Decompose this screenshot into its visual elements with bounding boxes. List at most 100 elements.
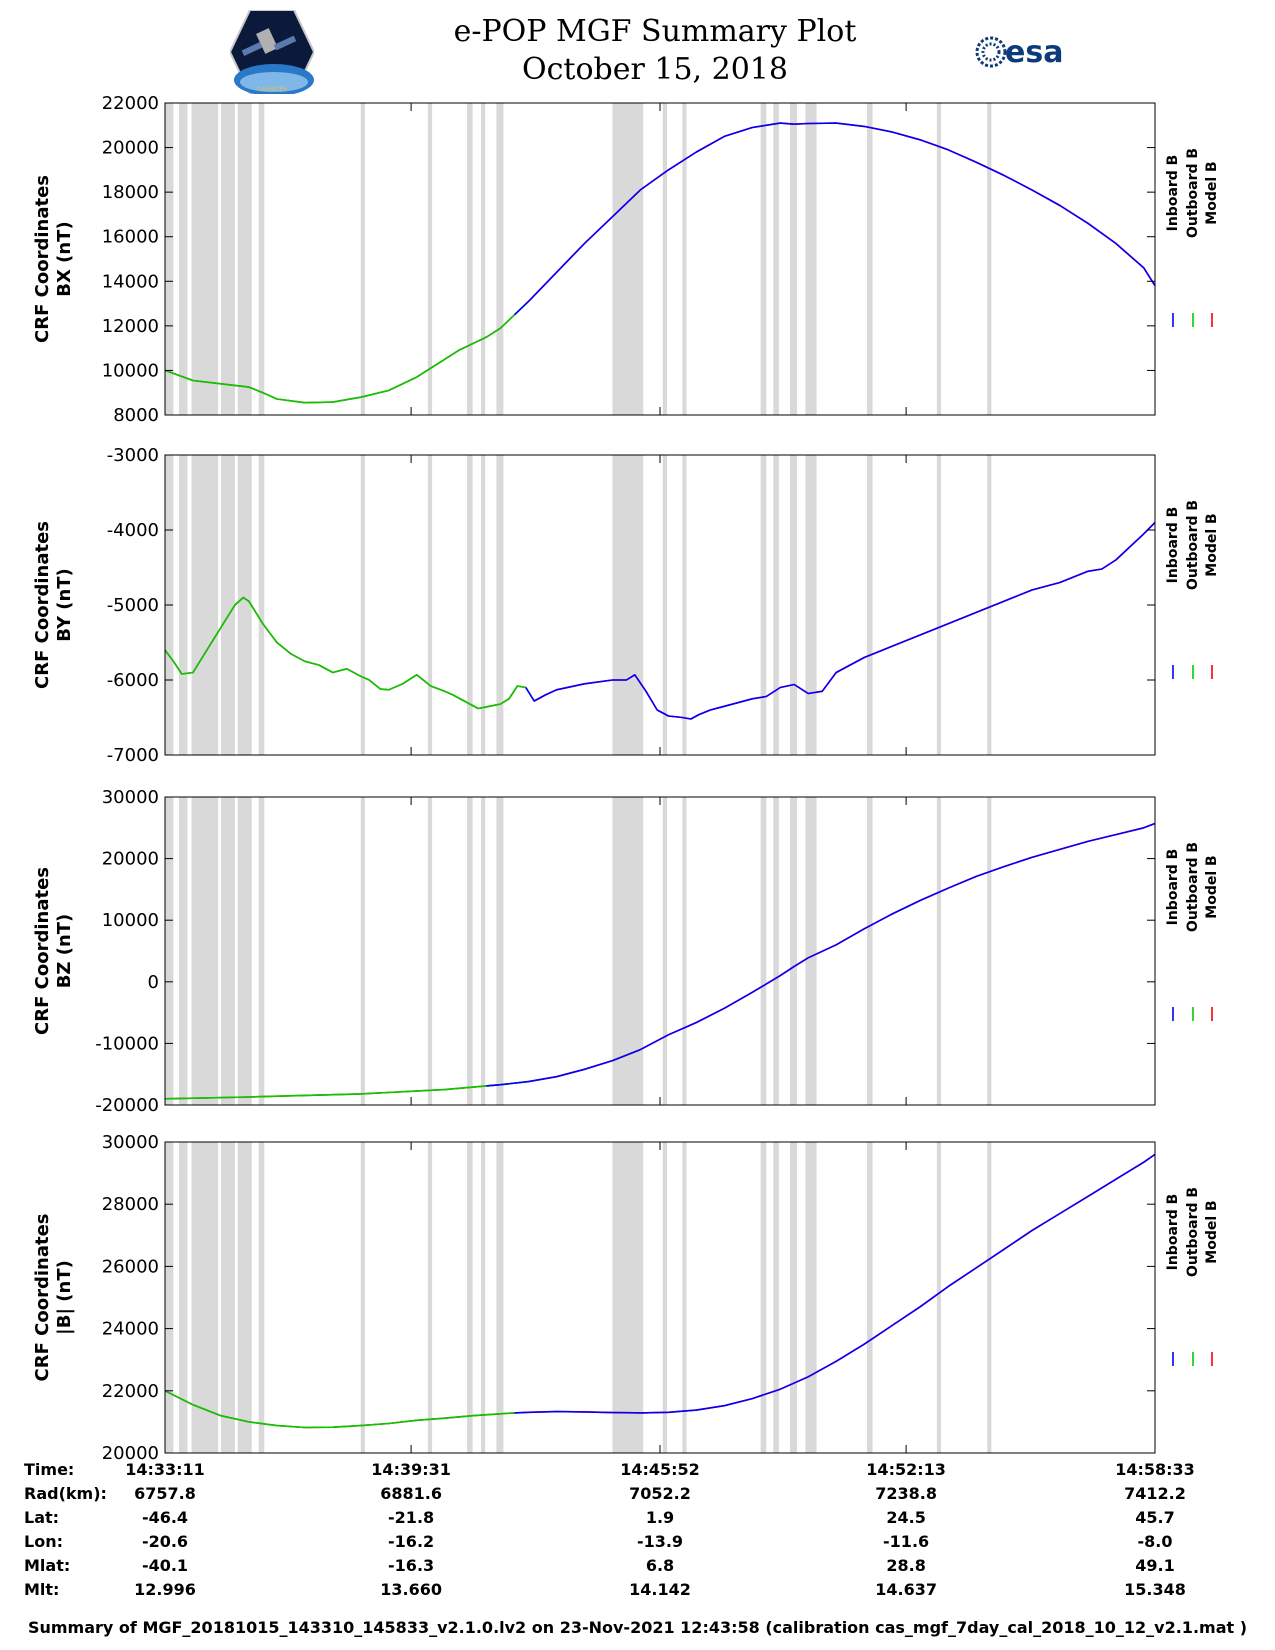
gap-band bbox=[612, 103, 644, 415]
legend-label-model-b: Model B bbox=[1204, 855, 1220, 918]
ephemeris-value: -13.9 bbox=[636, 1532, 684, 1551]
cassiope-logo: CASSIOPE bbox=[230, 10, 314, 94]
ephemeris-value: 1.9 bbox=[645, 1508, 675, 1527]
plot-frame bbox=[164, 454, 1156, 756]
ephemeris-value: -16.3 bbox=[388, 1556, 435, 1575]
gap-band bbox=[790, 1142, 798, 1453]
y-tick-label: 22000 bbox=[102, 93, 159, 114]
gap-band bbox=[773, 797, 779, 1105]
series-line-outboard-b bbox=[164, 1390, 515, 1429]
ephemeris-value: 13.660 bbox=[380, 1580, 442, 1599]
gap-band bbox=[220, 455, 235, 755]
gap-band bbox=[258, 103, 265, 415]
gap-band bbox=[237, 797, 252, 1105]
legend-label-model-b: Model B bbox=[1204, 161, 1220, 224]
gap-band bbox=[191, 103, 219, 415]
ephemeris-value: 6881.6 bbox=[380, 1484, 442, 1503]
y-tick-label: 26000 bbox=[102, 1256, 159, 1277]
gap-band bbox=[987, 455, 992, 755]
gap-band bbox=[481, 103, 486, 415]
gap-band bbox=[682, 1142, 687, 1453]
gap-band bbox=[612, 1142, 644, 1453]
gap-band bbox=[760, 1142, 767, 1453]
legend-label-outboard-b: Outboard B bbox=[1185, 148, 1201, 238]
esa-logo-text: esa bbox=[1005, 35, 1063, 70]
plot-frame bbox=[164, 796, 1156, 1106]
gap-band bbox=[178, 455, 188, 755]
y-tick-label: 22000 bbox=[102, 1381, 159, 1402]
ephemeris-row-label: Mlat: bbox=[24, 1556, 71, 1575]
legend-label-inboard-b: Inboard B bbox=[1165, 507, 1181, 584]
gap-band bbox=[360, 797, 365, 1105]
legend-label-inboard-b: Inboard B bbox=[1165, 1194, 1181, 1271]
series-line-inboard-b bbox=[486, 822, 1156, 1087]
gap-band bbox=[936, 1142, 942, 1453]
ephemeris-value: 15.348 bbox=[1124, 1580, 1186, 1599]
gap-band bbox=[178, 1142, 188, 1453]
gap-band bbox=[467, 103, 473, 415]
ephemeris-value: 6.8 bbox=[645, 1556, 675, 1575]
gap-band bbox=[760, 797, 767, 1105]
y-tick-label: -5000 bbox=[107, 595, 159, 616]
ephemeris-value: 24.5 bbox=[886, 1508, 926, 1527]
gap-band bbox=[866, 455, 873, 755]
gap-band bbox=[191, 797, 219, 1105]
gap-band bbox=[178, 797, 188, 1105]
y-tick-label: -10000 bbox=[95, 1033, 159, 1054]
legend-label-model-b: Model B bbox=[1204, 513, 1220, 576]
legend-label-inboard-b: Inboard B bbox=[1165, 155, 1181, 232]
y-axis-label: |B| (nT) bbox=[54, 1260, 75, 1335]
series-line-inboard-b bbox=[514, 1153, 1156, 1414]
gap-band bbox=[481, 1142, 486, 1453]
ephemeris-row-label: Rad(km): bbox=[24, 1484, 107, 1503]
ephemeris-value: -16.2 bbox=[388, 1532, 435, 1551]
ephemeris-row-label: Lat: bbox=[24, 1508, 60, 1527]
ephemeris-value: 6757.8 bbox=[134, 1484, 196, 1503]
y-tick-label: 12000 bbox=[102, 316, 159, 337]
plot-frame bbox=[164, 1141, 1156, 1454]
series-line-outboard-b bbox=[164, 1080, 529, 1100]
legend-label-outboard-b: Outboard B bbox=[1185, 1187, 1201, 1277]
plot-frame bbox=[164, 102, 1156, 416]
ephemeris-row-label: Mlt: bbox=[24, 1580, 60, 1599]
series-line-model-b bbox=[164, 122, 1156, 404]
y-tick-label: -4000 bbox=[107, 520, 159, 541]
chart-panel-2: -7000 -6000 -5000 -4000 -3000 CRF Coordinates… bbox=[32, 445, 1220, 766]
gap-band bbox=[220, 797, 235, 1105]
y-axis-label: BZ (nT) bbox=[54, 914, 75, 989]
series-line-model-b bbox=[164, 822, 1156, 1100]
gap-band bbox=[612, 797, 644, 1105]
gap-band bbox=[790, 797, 798, 1105]
gap-band bbox=[360, 103, 365, 415]
series-line-outboard-b bbox=[164, 300, 530, 404]
gap-band bbox=[178, 103, 188, 415]
gap-band bbox=[496, 797, 504, 1105]
legend-label-inboard-b: Inboard B bbox=[1165, 849, 1181, 926]
gap-band bbox=[805, 797, 817, 1105]
gap-band bbox=[866, 797, 873, 1105]
ephemeris-value: -46.4 bbox=[141, 1508, 189, 1527]
gap-band bbox=[427, 103, 433, 415]
gap-band bbox=[360, 1142, 365, 1453]
gap-band bbox=[481, 797, 486, 1105]
gap-band bbox=[936, 797, 942, 1105]
gap-band bbox=[760, 103, 767, 415]
ephemeris-row-label: Time: bbox=[24, 1460, 75, 1479]
gap-band bbox=[682, 797, 687, 1105]
y-axis-label: BX (nT) bbox=[54, 221, 75, 296]
ephemeris-value: 12.996 bbox=[134, 1580, 196, 1599]
gap-band bbox=[987, 797, 992, 1105]
ephemeris-value: -11.6 bbox=[883, 1532, 930, 1551]
legend-label-outboard-b: Outboard B bbox=[1185, 500, 1201, 590]
y-tick-label: 8000 bbox=[113, 405, 159, 426]
series-line-inboard-b bbox=[525, 521, 1156, 720]
ephemeris-value: 45.7 bbox=[1135, 1508, 1175, 1527]
y-tick-label: 28000 bbox=[102, 1194, 159, 1215]
gap-band bbox=[805, 103, 817, 415]
gap-band bbox=[220, 1142, 235, 1453]
gap-band bbox=[165, 103, 174, 415]
gap-band bbox=[427, 455, 433, 755]
gap-band bbox=[987, 1142, 992, 1453]
series-line-outboard-b bbox=[164, 596, 535, 710]
gap-band bbox=[481, 455, 486, 755]
